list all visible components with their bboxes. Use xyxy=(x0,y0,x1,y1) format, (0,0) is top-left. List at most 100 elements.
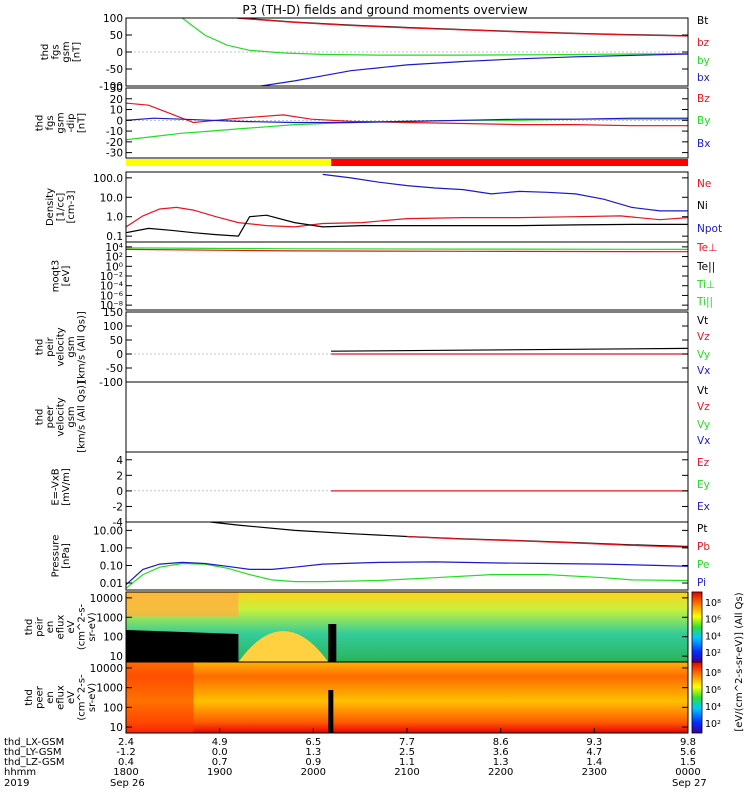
legend-entry: Vt xyxy=(697,385,708,397)
panel-frame xyxy=(125,311,689,383)
series-group xyxy=(126,173,688,237)
x-tick-label: 2.4 xyxy=(118,737,134,748)
x-tick-label: 0.4 xyxy=(118,757,134,768)
panel-5: 150 100 50 0 -50 -100 thdpeirvelocitygsm[km/s … xyxy=(35,307,711,389)
y-axis-label: thdfgsgsm[nT] xyxy=(40,41,83,62)
x-tick-label: 0000 xyxy=(675,767,700,778)
y-tick-label: 10² xyxy=(105,252,123,264)
series-line-ne xyxy=(126,206,688,228)
x-tick-label: 7.7 xyxy=(399,737,415,748)
y-tick-label: 100 xyxy=(103,321,123,333)
x-row-label: 2019 xyxy=(4,778,29,789)
series-line-pi xyxy=(126,561,688,586)
y-axis-label: thdpeirvelocitygsm[km/s (All Qs)] xyxy=(35,311,88,383)
y-tick-label: 10.00 xyxy=(93,525,123,537)
panel-10: 10000 1000 100 10 thdpeerenefluxeV(cm^2-s-sr… xyxy=(24,661,689,734)
series-line-ni xyxy=(126,214,688,237)
series-line-ti xyxy=(126,247,688,250)
colorbar-tick-label: 10⁸ xyxy=(705,668,721,679)
y-tick-label: 10.0 xyxy=(100,192,123,204)
y-tick-label: -100 xyxy=(99,377,123,389)
y-tick-label: 10⁰ xyxy=(105,261,123,273)
x-tick-label: 9.8 xyxy=(680,737,696,748)
x-tick-label: 1.1 xyxy=(399,757,415,768)
series-line-bz xyxy=(233,18,688,37)
y-tick-label: 150 xyxy=(103,307,123,319)
legend-entry: Pb xyxy=(697,541,710,553)
legend-entry: Vt xyxy=(697,315,708,327)
panel-6: thdpeervelocitygsm[km/s (All Qs)] Vt Vz Vy V… xyxy=(35,381,711,453)
y-tick-label: 20 xyxy=(110,94,123,106)
x-tick-label: 1.3 xyxy=(493,757,509,768)
y-tick-label: -50 xyxy=(106,64,123,76)
y-tick-label: 100.0 xyxy=(93,173,123,185)
y-tick-label: 10 xyxy=(110,105,123,117)
panel-1: 100 50 0 -50 -100 thdfgsgsm[nT] Bt bz by bx xyxy=(40,13,710,93)
series-group xyxy=(126,102,688,141)
x-tick-label: -1.2 xyxy=(116,747,136,758)
series-group xyxy=(126,247,688,253)
series-line-vt xyxy=(331,347,688,352)
legend-entry: Ti⊥ xyxy=(696,279,715,291)
legend-entry: Ti|| xyxy=(696,296,713,308)
figure-title: P3 (TH-D) fields and ground moments over… xyxy=(242,3,527,17)
x-tick-label: 0.9 xyxy=(305,757,321,768)
legend-entry: Ey xyxy=(697,479,710,491)
y-tick-label: 100 xyxy=(103,632,123,644)
mode-bar-red xyxy=(331,159,688,166)
y-axis-label: Pressure[nPa] xyxy=(50,535,72,578)
panel-frame xyxy=(125,381,689,453)
x-tick-label: 1.4 xyxy=(586,757,602,768)
y-tick-label: -2 xyxy=(113,501,123,513)
colorbar-tick-label: 10⁶ xyxy=(705,685,721,696)
y-tick-label: 50 xyxy=(110,30,123,42)
y-tick-label: 10000 xyxy=(90,593,123,605)
legend-entry: Vy xyxy=(697,349,710,361)
x-tick-label: Sep 27 xyxy=(672,778,707,789)
data-gap xyxy=(328,624,337,662)
x-tick-label: 9.3 xyxy=(586,737,602,748)
y-tick-label: 1000 xyxy=(96,683,123,695)
y-tick-label: -4 xyxy=(113,517,124,529)
y-axis-label: thdfgsgsm-dip[nT] xyxy=(35,112,88,133)
x-tick-label: 1.3 xyxy=(305,747,321,758)
panel-8: 10.00 1.00 0.10 0.01 Pressure[nPa] Pt Pb Pe Pi xyxy=(50,521,710,591)
spectrogram-hot-region xyxy=(126,592,239,617)
legend-entry: Pi xyxy=(697,577,706,589)
spectrogram-1 xyxy=(126,592,688,662)
colorbar-gradient xyxy=(691,591,703,663)
x-tick-label: 1800 xyxy=(113,767,138,778)
y-tick-label: -30 xyxy=(106,148,123,160)
series-line-pt xyxy=(210,522,688,548)
x-row-label: thd_LY-GSM xyxy=(4,747,61,758)
spectrogram-arch xyxy=(238,631,329,662)
x-tick-label: 0.0 xyxy=(212,747,228,758)
y-tick-label: 0.1 xyxy=(106,231,123,243)
y-tick-label: 0.10 xyxy=(100,560,123,572)
y-tick-label: -20 xyxy=(106,137,123,149)
y-axis-label: moqt3[eV] xyxy=(50,260,72,293)
data-gap xyxy=(328,690,334,733)
colorbar-label: [eV/(cm^2-s-sr-eV)] (All Qs) xyxy=(734,592,745,731)
legend-entry: bx xyxy=(697,72,710,84)
spectrogram-fill xyxy=(126,662,688,733)
panels: 100500-50-100thdfgsgsm[nT]Btbzbybx302010… xyxy=(24,13,722,734)
series-line-te xyxy=(126,248,688,253)
colorbar-1: 10⁸ 10⁶ 10⁴ 10² xyxy=(691,591,721,663)
colorbar-tick-label: 10⁴ xyxy=(705,702,721,713)
y-tick-label: 10⁻⁴ xyxy=(100,281,123,293)
y-tick-label: 10⁴ xyxy=(105,242,123,254)
x-tick-label: Sep 26 xyxy=(110,778,145,789)
x-row-label: hhmm xyxy=(4,767,36,778)
legend-entry: Bx xyxy=(697,138,710,150)
series-line-pe xyxy=(126,562,688,589)
y-tick-label: -50 xyxy=(106,363,123,375)
y-tick-label: 4 xyxy=(116,455,123,467)
legend-entry: by xyxy=(697,55,710,67)
colorbar-2: 10⁸ 10⁶ 10⁴ 10² xyxy=(691,661,721,734)
y-axis-label: Density[1/cc][cm-3] xyxy=(45,188,77,226)
series-line-bz xyxy=(126,102,688,127)
spectrogram-hot-region xyxy=(126,662,194,733)
x-tick-label: 0.7 xyxy=(212,757,228,768)
